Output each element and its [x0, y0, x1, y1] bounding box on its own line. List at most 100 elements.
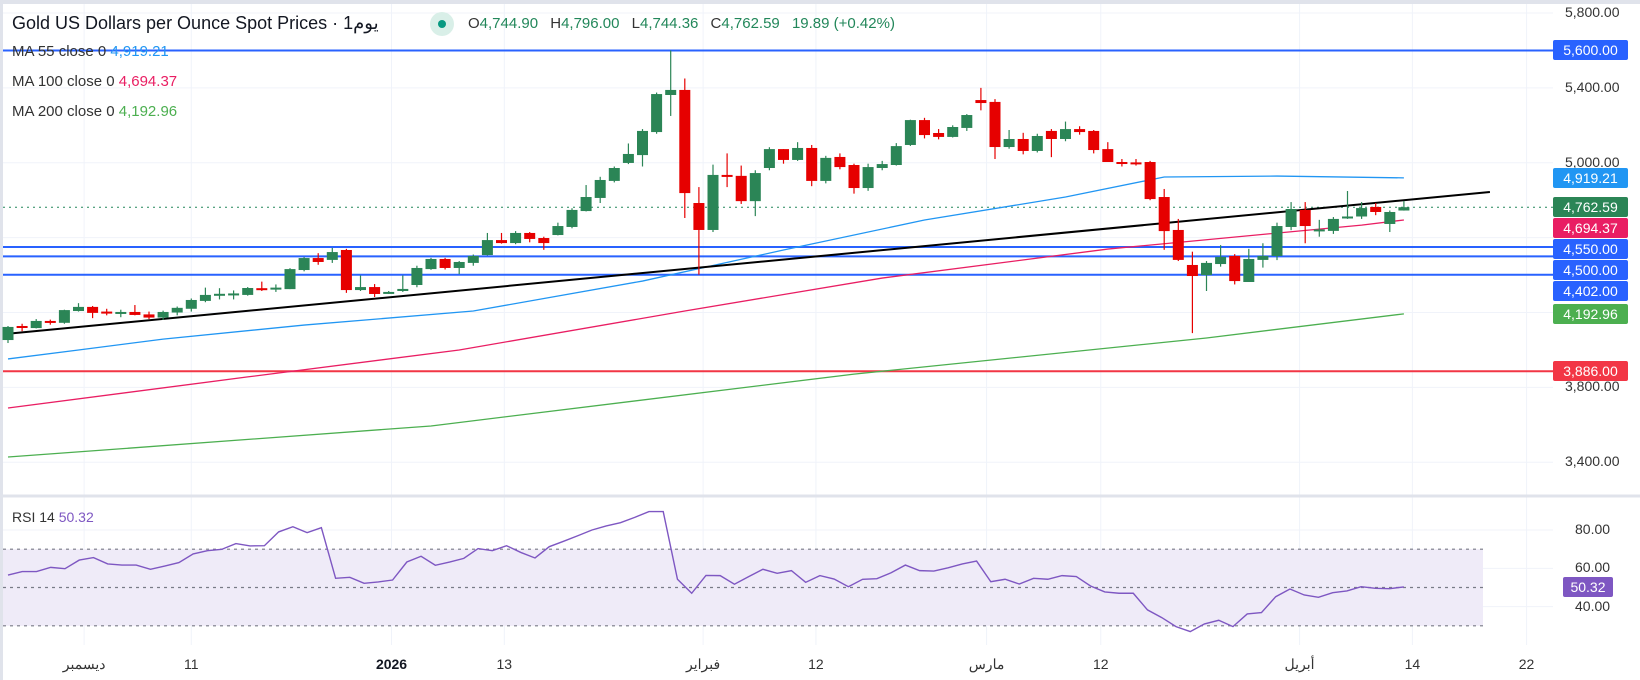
price-badge: 4,694.37	[1553, 218, 1628, 239]
candle	[1327, 217, 1339, 234]
legend-ma200[interactable]: MA 200 close 0 4,192.96	[12, 103, 177, 120]
candle-body	[1215, 256, 1227, 265]
price-badge: 4,762.59	[1553, 197, 1628, 218]
candle-body	[1285, 208, 1297, 227]
rsi-axis-label: 40.00	[1575, 597, 1611, 614]
legend-ma100[interactable]: MA 100 close 0 4,694.37	[12, 73, 177, 90]
price-badge: 4,919.21	[1553, 167, 1628, 188]
ma100-label: MA 100 close 0	[12, 73, 115, 90]
time-label: 11	[184, 656, 199, 672]
price-axis-label: 5,000.00	[1565, 153, 1620, 170]
top-border	[0, 0, 1640, 4]
candle-body	[129, 311, 141, 315]
candle	[566, 208, 578, 229]
ohlc-readout: O4,744.90 H4,796.00 L4,744.36 C4,762.59 …	[468, 15, 903, 32]
close-label: C	[710, 15, 722, 32]
candle-body	[933, 132, 945, 137]
time-label: مارس	[968, 656, 1005, 672]
candle	[481, 232, 493, 256]
candle-body	[975, 100, 987, 104]
candle	[622, 143, 634, 165]
candle-body	[115, 311, 127, 314]
rsi-value-badge: 50.32	[1563, 576, 1613, 597]
candle	[1356, 202, 1368, 219]
symbol-title[interactable]: Gold US Dollars per Ounce Spot Prices · …	[12, 13, 379, 33]
candle-body	[369, 287, 381, 294]
price-badge: 3,886.00	[1553, 361, 1628, 382]
time-label: 13	[496, 656, 513, 672]
market-status-icon[interactable]	[430, 12, 454, 36]
candle	[129, 305, 141, 316]
candle-body	[735, 175, 747, 202]
candle-body	[270, 287, 282, 290]
candle	[792, 142, 804, 161]
candle	[157, 310, 169, 321]
candle	[228, 290, 240, 300]
candle-body	[1370, 206, 1382, 212]
candle-body	[848, 165, 860, 189]
candle-body	[665, 89, 677, 95]
candle	[933, 129, 945, 140]
candle-body	[44, 320, 56, 323]
candle-body	[411, 267, 423, 286]
candle	[439, 257, 451, 270]
legend-ma55[interactable]: MA 55 close 0 4,919.21	[12, 43, 169, 60]
high-label: H	[550, 15, 562, 32]
candle	[1172, 218, 1184, 262]
candle-body	[538, 238, 550, 244]
legend-rsi[interactable]: RSI 14 50.32	[12, 509, 94, 525]
candle-body	[1116, 162, 1128, 165]
candle	[679, 78, 691, 218]
price-axis-label: 3,400.00	[1565, 453, 1620, 470]
ma200-value: 4,192.96	[118, 103, 178, 120]
candle	[185, 298, 197, 312]
candle	[312, 253, 324, 265]
candle	[1342, 191, 1353, 219]
candle	[778, 149, 789, 164]
candle-body	[1257, 255, 1269, 260]
candle	[1116, 159, 1128, 167]
candle-body	[1060, 129, 1071, 139]
price-badge: 5,600.00	[1553, 40, 1628, 61]
candle	[256, 281, 268, 291]
candle-body	[1313, 229, 1325, 232]
candles	[2, 50, 1410, 344]
candle-body	[185, 299, 197, 309]
candle	[1299, 202, 1311, 244]
candle	[876, 160, 888, 171]
price-badge: 4,402.00	[1553, 281, 1628, 302]
candle-body	[890, 146, 902, 166]
candle-body	[1271, 226, 1283, 256]
candle	[1370, 203, 1382, 216]
candle	[425, 257, 437, 270]
candle	[1102, 142, 1114, 163]
candle	[919, 117, 930, 139]
candle	[1271, 222, 1283, 261]
candle	[721, 153, 733, 188]
ma55-label: MA 55 close 0	[12, 43, 107, 60]
candle-body	[298, 258, 310, 271]
candle	[1130, 159, 1142, 166]
candle-body	[1327, 218, 1339, 231]
candle-body	[1074, 129, 1086, 133]
candle	[467, 254, 479, 266]
candle	[397, 275, 409, 292]
candle	[693, 187, 705, 275]
candle-body	[171, 307, 183, 313]
candle-body	[58, 310, 70, 323]
time-label: 14	[1404, 656, 1421, 672]
candle	[975, 87, 987, 111]
candle	[806, 144, 818, 187]
candle	[538, 236, 550, 250]
candle-body	[2, 326, 14, 341]
candle-body	[1342, 216, 1353, 219]
candle-body	[608, 168, 620, 181]
candle-body	[763, 149, 775, 169]
candle-body	[312, 258, 324, 262]
candle-body	[73, 306, 84, 312]
candle-body	[16, 325, 28, 328]
moving-averages	[7, 175, 1404, 458]
candle	[961, 114, 973, 131]
candle	[834, 153, 846, 170]
